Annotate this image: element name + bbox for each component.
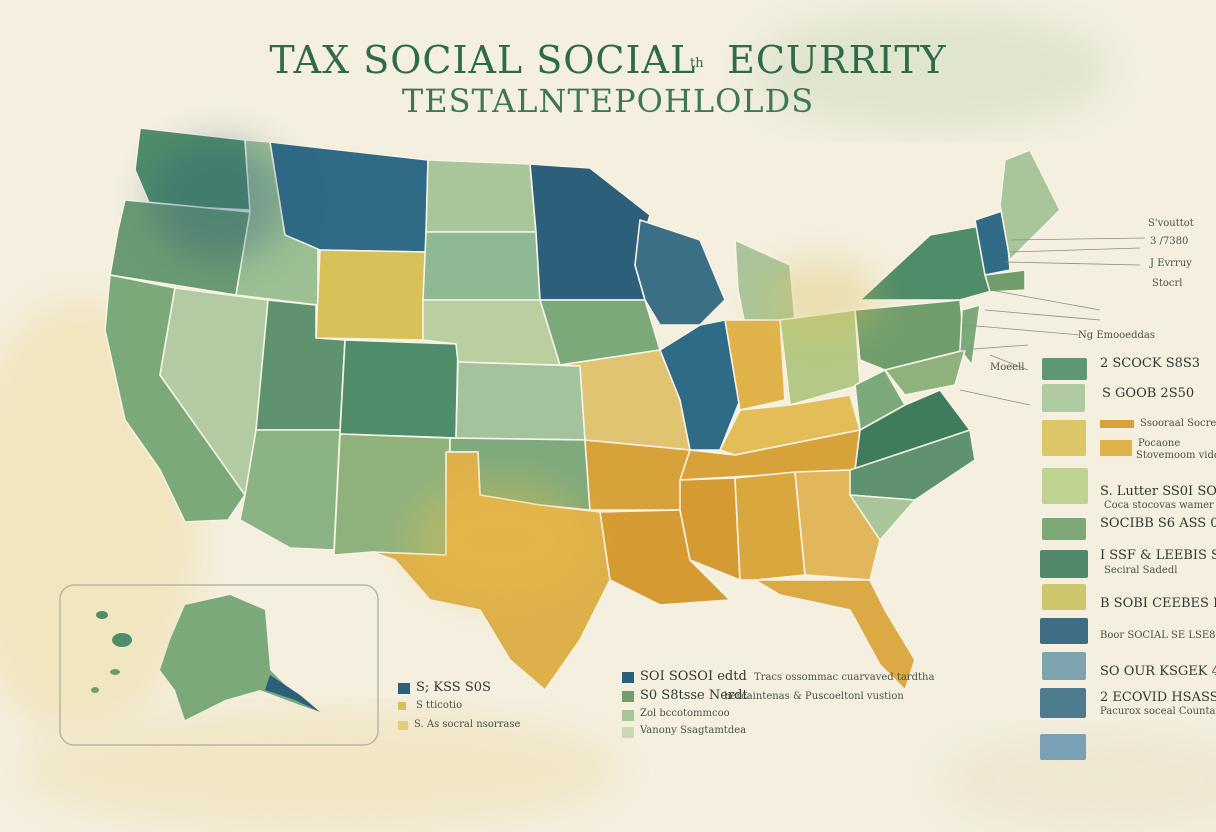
legend-swatch bbox=[1042, 468, 1088, 504]
state-massachusetts bbox=[984, 269, 1026, 293]
legend-right-sub: Coca stocovas wamer bbox=[1104, 500, 1214, 511]
state-south-dakota bbox=[422, 231, 541, 301]
legend-label: Zol bccotommcoo bbox=[640, 708, 730, 719]
legend-swatch bbox=[1042, 358, 1087, 380]
legend-label: S; KSS S0S bbox=[416, 680, 491, 695]
state-maryland bbox=[884, 349, 966, 396]
legend-label: S0 S8tsse Nerdt bbox=[640, 688, 748, 703]
state-virginia bbox=[854, 389, 971, 471]
legend-key bbox=[622, 691, 634, 702]
title-line-2: TESTALNTEPOHLOLDS bbox=[401, 82, 815, 120]
legend-right-label: I SSF & LEEBIS S83 bbox=[1100, 548, 1216, 563]
legend-right-label: S GOOB 2S50 bbox=[1102, 386, 1195, 401]
state-south-carolina bbox=[849, 494, 916, 541]
legend-label: Vanony Ssagtamtdea bbox=[640, 725, 747, 736]
legend-label: SOI SOSOI edtd bbox=[640, 669, 747, 684]
legend-right-sub: Seciral Sadedl bbox=[1104, 565, 1178, 576]
mid-note-2: Moeell bbox=[990, 362, 1025, 373]
legend-label: S. As socral nsorrase bbox=[414, 719, 521, 730]
legend-key bbox=[398, 702, 406, 710]
right-note-1: S'vouttot bbox=[1148, 218, 1194, 229]
state-montana bbox=[269, 141, 429, 253]
state-minnesota bbox=[529, 163, 651, 301]
legend-sub: bercaintenas & Puscoeltonl vustion bbox=[724, 691, 904, 702]
legend-right-label: 2 ECOVID HSASS bbox=[1100, 690, 1216, 705]
legend-right-sub: Boor SOCIAL SE LSE8 bbox=[1100, 630, 1216, 641]
legend-right-label: B SOBI CEEBES D0I bbox=[1100, 596, 1216, 611]
legend-key bbox=[622, 727, 634, 738]
state-florida bbox=[754, 579, 916, 691]
state-north-dakota bbox=[425, 159, 537, 233]
legend-mid-sub: Stovemoom vidoel bbox=[1136, 450, 1216, 461]
legend-key bbox=[1100, 440, 1132, 456]
legend-right-label: SO OUR KSGEK 4S8 bbox=[1100, 664, 1216, 679]
legend-sub: Tracs ossommac cuarvaved tardtha bbox=[754, 672, 935, 683]
map-texture bbox=[150, 140, 880, 600]
map-subtitle: TESTALNTEPOHLOLDS bbox=[0, 82, 1216, 120]
state-wyoming bbox=[315, 249, 427, 341]
state-arizona bbox=[239, 429, 341, 551]
state-colorado bbox=[339, 339, 459, 439]
legend-swatch bbox=[1042, 420, 1086, 456]
leader-lines bbox=[959, 237, 1146, 406]
mid-note-1: Ng Emooeddas bbox=[1078, 330, 1155, 341]
state-arkansas bbox=[584, 439, 691, 511]
map-title: TAX SOCIAL SOCIAL ECURRITY bbox=[0, 38, 1216, 82]
legend-mid-label: Ssooraal Socrear bbox=[1140, 418, 1216, 429]
legend-swatch bbox=[1042, 652, 1086, 680]
legend-right-label: S. Lutter SS0I SOCIE bbox=[1100, 484, 1216, 499]
state-maine bbox=[999, 149, 1061, 261]
legend-swatch bbox=[1040, 688, 1086, 718]
legend-swatch bbox=[1040, 734, 1086, 760]
us-map bbox=[104, 127, 1061, 691]
legend-swatch bbox=[1042, 518, 1086, 540]
legend-key bbox=[622, 710, 634, 721]
title-small-mark: th bbox=[690, 56, 704, 71]
legend-swatch bbox=[1040, 618, 1088, 644]
state-indiana bbox=[724, 319, 786, 411]
state-kansas bbox=[455, 361, 586, 441]
title-line-1: TAX SOCIAL SOCIAL ECURRITY bbox=[269, 38, 947, 82]
legend-right-sub: Pacurox soceal Countay bbox=[1100, 706, 1216, 717]
legend-key bbox=[398, 721, 408, 730]
state-mississippi bbox=[679, 477, 741, 581]
state-north-carolina bbox=[849, 429, 976, 501]
legend-swatch bbox=[1040, 550, 1088, 578]
legend-mid-label: Pocaone bbox=[1138, 438, 1181, 449]
legend-swatch bbox=[1042, 584, 1086, 610]
right-note-4: Stocrl bbox=[1152, 278, 1183, 289]
legend-swatch bbox=[1042, 384, 1085, 412]
state-wisconsin bbox=[634, 219, 726, 326]
legend-label: S tticotio bbox=[416, 700, 463, 711]
legend-key bbox=[622, 672, 634, 683]
state-alabama bbox=[734, 471, 806, 581]
legend-right-label: SOCIBB S6 ASS 0D bbox=[1100, 516, 1216, 531]
state-vermont-nh bbox=[974, 209, 1011, 276]
right-note-2: 3 /7380 bbox=[1150, 236, 1189, 247]
right-note-3: J Evrruy bbox=[1150, 258, 1192, 269]
legend-key bbox=[398, 683, 410, 694]
state-alaska bbox=[160, 595, 320, 720]
legend-right-label: 2 SCOCK S8S3 bbox=[1100, 356, 1201, 371]
legend-key bbox=[1100, 420, 1134, 428]
alaska-inset bbox=[59, 584, 379, 746]
state-new-york bbox=[859, 224, 996, 301]
